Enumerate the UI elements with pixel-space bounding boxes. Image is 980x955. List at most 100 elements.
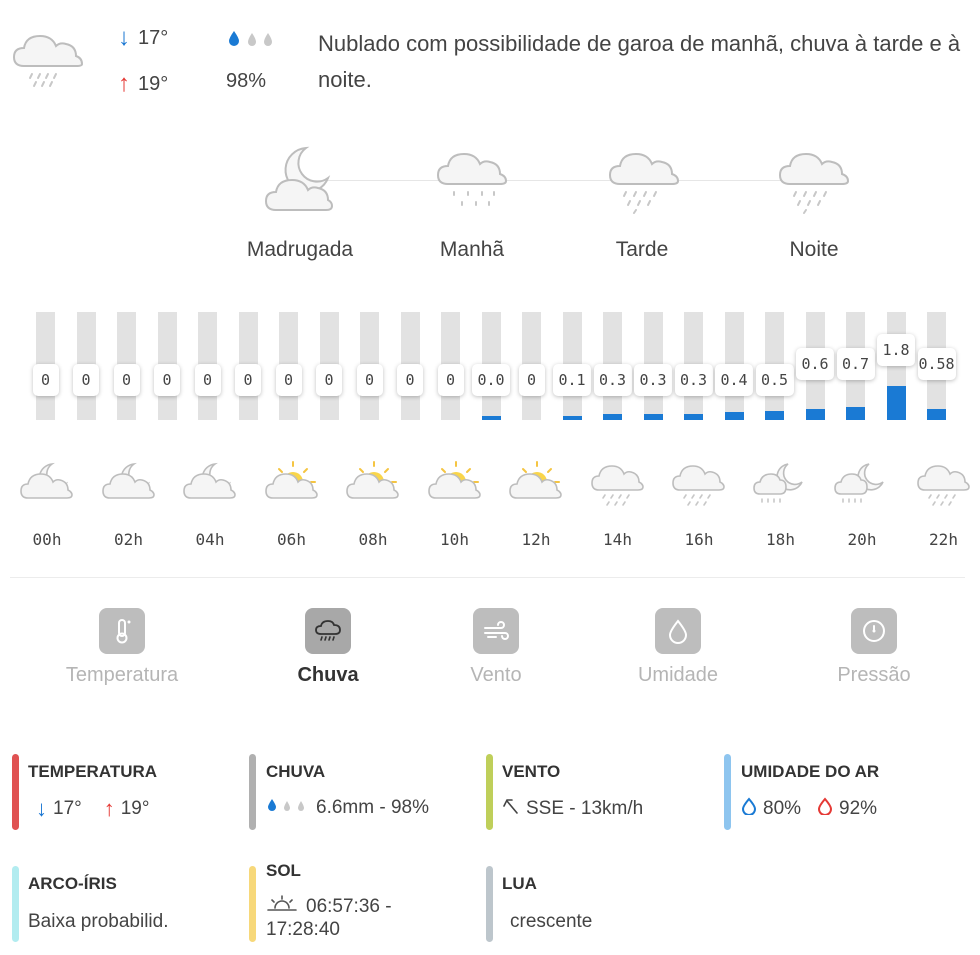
rain-value-label: 0.5: [755, 364, 794, 396]
moon-phase: crescente: [510, 911, 593, 932]
rain-value-label: 0.7: [836, 348, 875, 380]
hour-label: 06h: [277, 530, 306, 549]
rain-title: CHUVA: [266, 762, 326, 781]
rain-value-label: 0.6: [796, 348, 834, 380]
humidity-title: UMIDADE DO AR: [741, 762, 880, 781]
rain-value-label: 0: [275, 364, 302, 396]
rain-value-label: 0: [235, 364, 261, 396]
rain-value-label: 0: [154, 364, 180, 396]
rain-chart: 0 0 0 0 0 0 0 0 0 0 0 0.0 0 0.1 0.3 0.3 0.3 0.4 0.5 0.6 0.7 1…: [0, 312, 980, 422]
rainbow-value: Baixa probabilid.: [28, 911, 169, 932]
rain-value-label: 0.3: [674, 364, 713, 396]
temperature-range: ↓ 17° ↑ 19°: [36, 796, 149, 822]
period-label-madrugada: Madrugada: [246, 238, 354, 261]
drop-outline-blue-icon: [741, 797, 757, 821]
temperature-title: TEMPERATURA: [28, 762, 158, 781]
tab-pressao[interactable]: Pressão: [794, 608, 954, 698]
rain-icon: [670, 460, 728, 517]
sun-accent-bar: [249, 866, 256, 942]
rain-value-label: 1.8: [877, 334, 915, 366]
sunrise-icon: [266, 895, 298, 919]
hour-label: 22h: [929, 530, 958, 549]
drop-icon: [655, 608, 701, 654]
wind-icon: [473, 608, 519, 654]
summary-max-temp: ↑ 19°: [118, 70, 168, 98]
humidity-min: 80%: [763, 798, 802, 819]
hour-label: 08h: [358, 530, 388, 549]
rain-value-label: 0.4: [715, 364, 753, 396]
moon-accent-bar: [486, 866, 493, 942]
wind-value: SSE - 13km/h: [526, 798, 644, 819]
rain-value-label: 0.0: [472, 364, 510, 396]
period-label-tarde: Tarde: [615, 238, 669, 261]
tab-umidade[interactable]: Umidade: [598, 608, 758, 698]
rain-value-label: 0: [437, 364, 464, 396]
max-temp-value: 19°: [138, 72, 169, 95]
rain-probability: 98%: [226, 70, 267, 92]
rain-bar: [684, 414, 703, 420]
sun-title: SOL: [266, 861, 301, 880]
moon-cloud-icon: [181, 460, 239, 517]
humidity-range: 80% 92%: [741, 797, 877, 821]
rain-bar: [927, 409, 946, 420]
sun-cloud-icon: [426, 460, 484, 517]
moon-title: LUA: [502, 874, 537, 893]
rain-icon: [589, 460, 647, 517]
rain-value-label: 0.1: [553, 364, 591, 396]
moon-rain-icon: [833, 460, 891, 517]
rain-bar: [603, 414, 622, 420]
rain-icon: [915, 460, 973, 517]
summary-min-temp: ↓ 17°: [118, 24, 168, 52]
rain-bar: [724, 412, 744, 420]
hour-label: 04h: [195, 530, 225, 549]
min-temp-value: 17°: [138, 26, 169, 49]
rain-value-label: 0: [194, 364, 221, 396]
sun-times: 06:57:36 - 17:28:40: [266, 895, 392, 941]
rain-bar: [765, 410, 784, 420]
thermometer-icon: [99, 608, 145, 654]
rain-bar: [643, 414, 663, 420]
rain-bar: [846, 406, 865, 420]
hour-label: 16h: [684, 530, 714, 549]
moon-cloud-icon: [18, 460, 76, 517]
rain-value-label: 0: [73, 364, 99, 396]
wind-direction-icon: [502, 797, 520, 821]
rain-value-label: 0.58: [917, 348, 956, 380]
tab-label-vento: Vento: [470, 664, 522, 686]
forecast-description: Nublado com possibilidade de garoa de ma…: [318, 31, 961, 92]
tab-label-chuva: Chuva: [297, 664, 359, 686]
sun-cloud-icon: [344, 460, 402, 517]
sunrise-time: 06:57:36 -: [306, 896, 392, 917]
rain-accent-bar: [249, 754, 256, 830]
moon-cloud-icon: [100, 460, 158, 517]
tab-chuva[interactable]: Chuva: [248, 608, 408, 698]
section-divider: [10, 577, 965, 578]
hour-label: 12h: [521, 530, 551, 549]
sun-cloud-icon: [263, 460, 321, 517]
rain-value: 6.6mm - 98%: [316, 797, 429, 818]
period-label-manha: Manhã: [439, 238, 505, 261]
rain-value-label: 0: [32, 364, 59, 396]
hour-label: 10h: [440, 530, 469, 549]
rain-value-label: 0.3: [634, 364, 672, 396]
rain-drops-icon: [226, 28, 278, 53]
temperature-max: 19°: [120, 798, 150, 819]
hour-label: 02h: [114, 530, 143, 549]
hour-label: 14h: [603, 530, 632, 549]
temperature-min: 17°: [53, 798, 82, 819]
period-icon-noite: [776, 140, 852, 221]
wind-summary: SSE - 13km/h: [502, 797, 643, 821]
tab-label-pressao: Pressão: [837, 664, 911, 686]
hourly-forecast: 00h 02h 04h 06h 08h 10h 12h 14h 16h 18h 20h 22h: [0, 460, 980, 555]
tab-temperatura[interactable]: Temperatura: [42, 608, 202, 698]
tab-vento[interactable]: Vento: [416, 608, 576, 698]
wind-title: VENTO: [502, 762, 561, 781]
humidity-max: 92%: [839, 798, 878, 819]
rain-value-label: 0: [518, 364, 545, 396]
gauge-icon: [851, 608, 897, 654]
rain-value-label: 0: [113, 364, 140, 396]
sun-cloud-icon: [507, 460, 565, 517]
moon-rain-icon: [752, 460, 810, 517]
rain-value-label: 0: [316, 364, 342, 396]
arrow-up-icon: ↑: [103, 796, 115, 821]
